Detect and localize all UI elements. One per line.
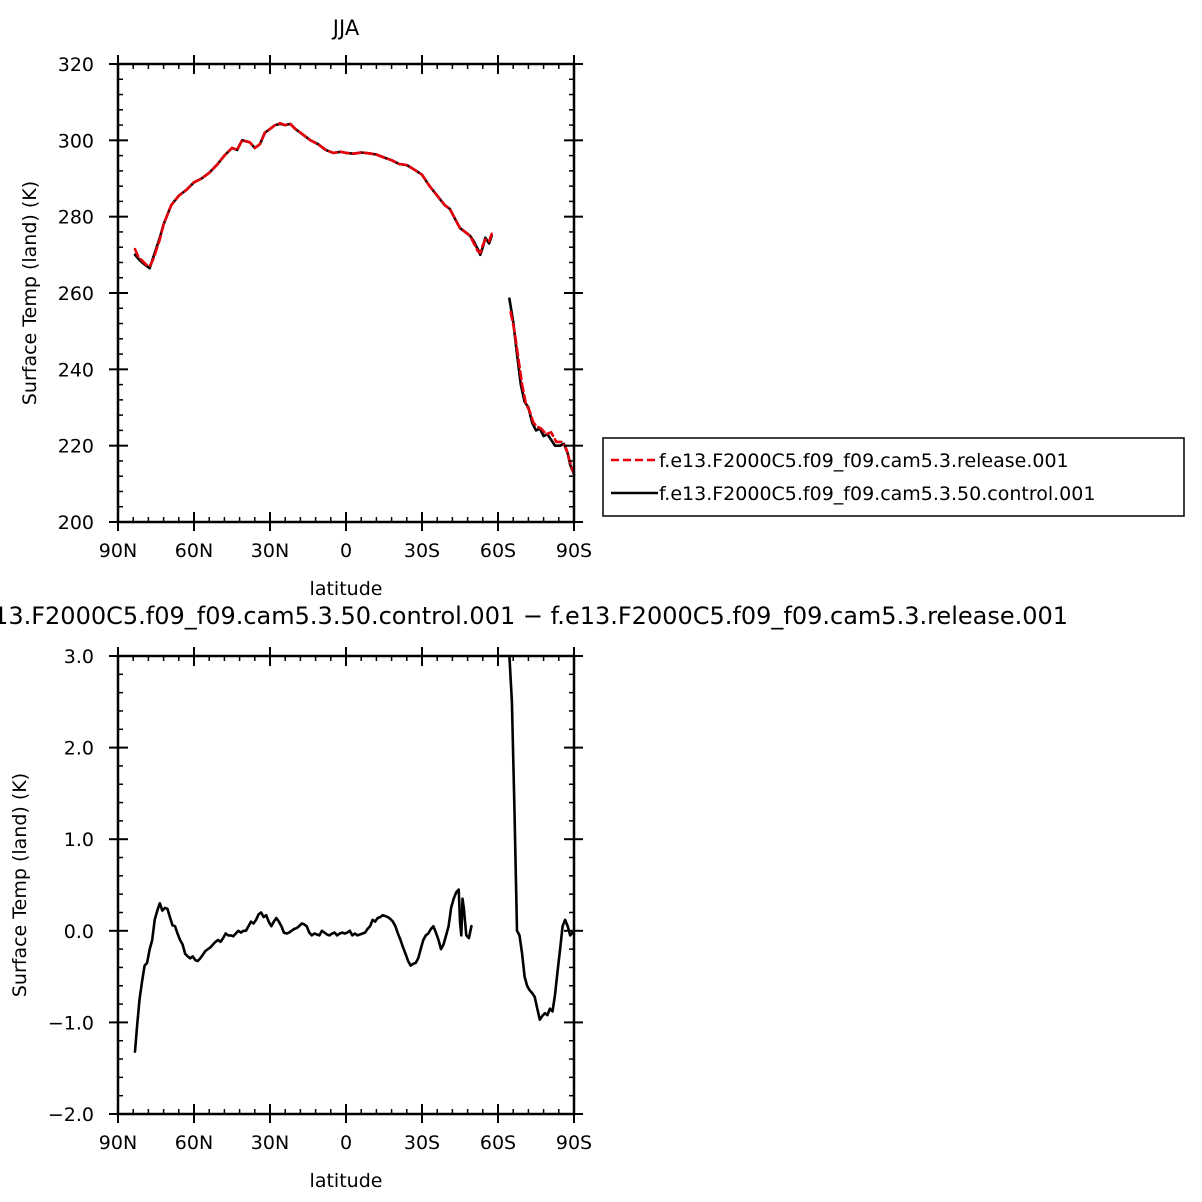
top-y-tick-label: 260: [58, 283, 94, 305]
bottom-chart-title: f.e13.F2000C5.f09_f09.cam5.3.50.control.…: [0, 602, 1068, 630]
bottom-x-axis-label: latitude: [310, 1170, 383, 1192]
bottom-x-tick-label: 30S: [404, 1132, 440, 1154]
top-x-tick-label: 0: [340, 540, 352, 562]
top-x-tick-label: 90S: [556, 540, 592, 562]
bottom-y-axis-label: Surface Temp (land) (K): [9, 773, 31, 997]
bottom-x-tick-label: 60N: [175, 1132, 213, 1154]
top-x-tick-label: 90N: [99, 540, 137, 562]
top-axes: 90N 60N 30N 0 30S 60S 90S 200 220 240 260 280 300 320: [58, 54, 592, 562]
bottom-x-tick-label: 60S: [480, 1132, 516, 1154]
top-series-line-release-segment-1: [509, 310, 576, 476]
bottom-x-tick-label: 90S: [556, 1132, 592, 1154]
bottom-y-tick-label: −1.0: [48, 1012, 94, 1034]
bottom-plot-frame: [116, 654, 576, 1116]
top-chart-title: JJA: [331, 16, 360, 40]
top-series-line-control-segment-1: [508, 297, 576, 476]
bottom-series-line-control-segment-1: [508, 654, 576, 1021]
top-y-tick-label: 200: [58, 512, 94, 534]
top-series-line-release-segment-0: [133, 121, 493, 268]
bottom-x-tick-label: 90N: [99, 1132, 137, 1154]
bottom-x-tick-label: 30N: [251, 1132, 289, 1154]
bottom-x-tick-label: 0: [340, 1132, 352, 1154]
top-y-axis-label: Surface Temp (land) (K): [19, 181, 41, 405]
top-x-tick-label: 60S: [480, 540, 516, 562]
bottom-series-line-control-segment-0: [133, 888, 473, 1053]
bottom-y-tick-label: −2.0: [48, 1104, 94, 1126]
bottom-axes: 90N 60N 30N 0 30S 60S 90S −2.0 −1.0 0.0 1.0 2.0 3.0: [48, 646, 592, 1154]
legend-label-control: f.e13.F2000C5.f09_f09.cam5.3.50.control.…: [659, 483, 1095, 505]
top-plot-frame: [116, 62, 576, 524]
top-y-tick-label: 240: [58, 359, 94, 381]
top-y-tick-label: 220: [58, 436, 94, 458]
top-x-tick-label: 60N: [175, 540, 213, 562]
top-y-tick-label: 300: [58, 130, 94, 152]
bottom-y-tick-label: 2.0: [64, 738, 94, 760]
top-x-axis-label: latitude: [310, 578, 383, 600]
top-x-tick-label: 30N: [251, 540, 289, 562]
top-y-tick-label: 280: [58, 207, 94, 229]
bottom-y-tick-label: 3.0: [64, 646, 94, 668]
legend-box: [602, 437, 1185, 517]
top-x-tick-label: 30S: [404, 540, 440, 562]
top-panel: JJA 90N 60N 30N 0 30S 60S 90S 200 220 240 260 280 30…: [19, 16, 592, 600]
bottom-series-layer: [133, 654, 576, 1053]
top-y-tick-label: 320: [58, 54, 94, 76]
bottom-panel: f.e13.F2000C5.f09_f09.cam5.3.50.control.…: [0, 602, 1068, 1192]
bottom-y-tick-label: 0.0: [64, 921, 94, 943]
legend: f.e13.F2000C5.f09_f09.cam5.3.release.001…: [602, 437, 1185, 517]
top-series-layer: [133, 121, 576, 476]
legend-label-release: f.e13.F2000C5.f09_f09.cam5.3.release.001: [659, 450, 1069, 472]
bottom-y-tick-label: 1.0: [64, 829, 94, 851]
